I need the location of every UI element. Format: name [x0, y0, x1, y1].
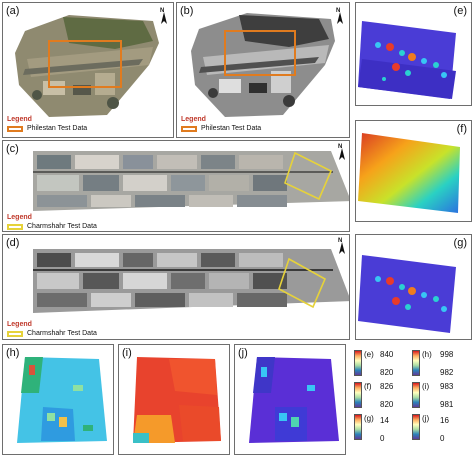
colorbar-e-max: 840: [380, 350, 394, 359]
legend-swatch-charmshahr: [7, 331, 23, 337]
legend-title: Legend: [7, 116, 32, 123]
panel-g: (g): [355, 234, 472, 340]
panel-i-label: (i): [122, 347, 132, 359]
colorbar-i-max: 983: [440, 382, 454, 391]
colorbar-h-label: (h): [422, 350, 432, 359]
colorbar-i: [412, 382, 420, 408]
north-arrow-icon: N: [337, 144, 347, 161]
orthophoto-philestan-color: [15, 15, 159, 117]
panel-c: (c) N Legend Charmshahr Test Data: [2, 140, 350, 232]
heatmap-g: [358, 255, 456, 333]
north-arrow-icon: N: [159, 8, 169, 25]
colorbar-i-min: 981: [440, 400, 454, 409]
panel-f-label: (f): [456, 123, 467, 135]
colorbar-g-min: 0: [380, 434, 385, 443]
legend-entry: Philestan Test Data: [201, 125, 262, 132]
colorbar-e: [354, 350, 362, 376]
colorbar-f-max: 826: [380, 382, 394, 391]
charmshahr-test-box: [278, 257, 327, 309]
panel-c-label: (c): [6, 143, 19, 155]
legend-swatch-philestan: [181, 126, 197, 132]
colorbar-j: [412, 414, 420, 440]
colorbar-j-min: 0: [440, 434, 445, 443]
panel-e-label: (e): [453, 5, 467, 17]
heatmap-h: [17, 357, 107, 443]
panel-a: (a) N Legend Philestan Test Data: [2, 2, 174, 138]
philestan-test-box: [48, 40, 122, 88]
colorbar-j-label: (j): [422, 414, 430, 423]
colorbar-i-label: (i): [422, 382, 430, 391]
legend-swatch-philestan: [7, 126, 23, 132]
colorbar-f-min: 820: [380, 400, 394, 409]
panel-b: (b) N Legend Philestan Test Data: [176, 2, 350, 138]
panel-h-label: (h): [6, 347, 20, 359]
colorbar-h-max: 998: [440, 350, 454, 359]
colorbar-g-max: 14: [380, 416, 389, 425]
panel-j-label: (j): [238, 347, 248, 359]
panel-j: (j): [234, 344, 346, 455]
panel-e: (e): [355, 2, 472, 106]
legend-swatch-charmshahr: [7, 224, 23, 230]
legend-title: Legend: [181, 116, 206, 123]
colorbar-h-min: 982: [440, 368, 454, 377]
colorbar-legend: (e) 840 820 (f) 826 820 (g) 14 0 (h) 998…: [350, 344, 474, 457]
orthophoto-philestan-gray: [191, 13, 335, 117]
heatmap-e: [358, 21, 456, 99]
orthophoto-charmshahr-color: [33, 151, 349, 211]
legend-title: Legend: [7, 321, 32, 328]
panel-i: (i): [118, 344, 230, 455]
panel-d-label: (d): [6, 237, 20, 249]
north-arrow-icon: N: [337, 238, 347, 255]
orthophoto-charmshahr-gray: [33, 249, 349, 313]
colorbar-h: [412, 350, 420, 376]
colorbar-j-max: 16: [440, 416, 449, 425]
philestan-test-box: [224, 30, 296, 76]
heatmap-j: [249, 357, 339, 443]
panel-f: (f): [355, 120, 472, 222]
panel-h: (h): [2, 344, 114, 455]
colorbar-f: [354, 382, 362, 408]
colorbar-g: [354, 414, 362, 440]
legend-entry: Philestan Test Data: [27, 125, 88, 132]
legend-entry: Charmshahr Test Data: [27, 223, 97, 230]
legend-title: Legend: [7, 214, 32, 221]
panel-g-label: (g): [453, 237, 467, 249]
charmshahr-test-box: [284, 151, 333, 201]
panel-b-label: (b): [180, 5, 194, 17]
colorbar-f-label: (f): [364, 382, 372, 391]
colorbar-g-label: (g): [364, 414, 374, 423]
panel-d: (d) N Legend Charmshahr Test Data: [2, 234, 350, 340]
colorbar-e-label: (e): [364, 350, 374, 359]
panel-a-label: (a): [6, 5, 20, 17]
colorbar-e-min: 820: [380, 368, 394, 377]
heatmap-i: [133, 357, 221, 443]
north-arrow-icon: N: [335, 8, 345, 25]
heatmap-f: [358, 133, 460, 213]
legend-entry: Charmshahr Test Data: [27, 330, 97, 337]
